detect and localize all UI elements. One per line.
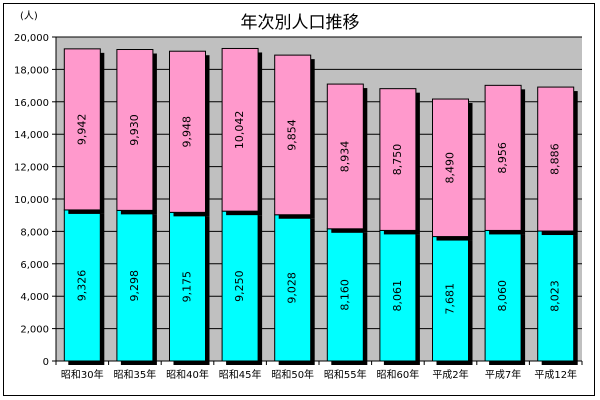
data-label: 9,326 xyxy=(75,270,88,302)
bar-segment xyxy=(432,98,469,238)
bar-segment xyxy=(274,214,312,362)
y-tick-label: 14,000 xyxy=(14,130,49,141)
x-tick-label: 平成2年 xyxy=(432,368,468,381)
x-tick-label: 昭和45年 xyxy=(219,368,262,381)
y-tick-label: 18,000 xyxy=(14,65,49,76)
y-tick-label: 8,000 xyxy=(20,227,49,238)
bar-segment xyxy=(221,47,259,212)
data-label: 9,854 xyxy=(286,119,299,151)
data-label: 8,490 xyxy=(444,152,457,184)
data-label: 9,930 xyxy=(128,114,141,146)
data-label: 8,934 xyxy=(338,141,351,173)
data-label: 10,042 xyxy=(233,111,246,150)
data-label: 9,175 xyxy=(181,271,194,303)
y-tick-label: 4,000 xyxy=(20,292,49,303)
data-label: 8,956 xyxy=(496,142,509,174)
data-label: 8,023 xyxy=(549,280,562,312)
x-tick-label: 平成12年 xyxy=(534,368,577,381)
chart-title: 年次別人口推移 xyxy=(240,13,360,33)
data-label: 8,750 xyxy=(391,144,404,176)
y-tick-label: 2,000 xyxy=(20,325,49,336)
x-tick-label: 昭和40年 xyxy=(166,368,209,381)
y-tick-label: 12,000 xyxy=(14,163,49,174)
x-tick-label: 昭和30年 xyxy=(61,368,104,381)
data-label: 8,160 xyxy=(338,279,351,311)
bar-segment xyxy=(379,88,417,231)
data-label: 8,886 xyxy=(549,143,562,175)
y-tick-label: 6,000 xyxy=(20,260,49,271)
x-tick-label: 昭和50年 xyxy=(271,368,314,381)
bar-segment xyxy=(169,50,206,213)
data-label: 8,060 xyxy=(496,280,509,312)
data-label: 9,250 xyxy=(233,270,246,302)
data-label: 9,948 xyxy=(181,116,194,148)
bar-segment xyxy=(484,84,522,231)
data-label: 8,061 xyxy=(391,280,404,312)
bar-segment xyxy=(169,211,206,362)
x-tick-label: 平成7年 xyxy=(485,368,521,381)
bar-segment xyxy=(326,228,364,362)
data-label: 7,681 xyxy=(444,283,457,315)
y-tick-label: 0 xyxy=(43,357,49,368)
y-unit-label: (人) xyxy=(20,11,38,22)
data-label: 9,028 xyxy=(286,272,299,304)
x-tick-label: 昭和35年 xyxy=(114,368,157,381)
bar-segment xyxy=(63,48,101,211)
y-tick-label: 16,000 xyxy=(14,98,49,109)
y-tick-label: 20,000 xyxy=(14,33,49,44)
x-tick-label: 昭和55年 xyxy=(324,368,367,381)
x-tick-label: 昭和60年 xyxy=(377,368,420,381)
data-label: 9,942 xyxy=(75,114,88,146)
y-tick-label: 10,000 xyxy=(14,195,49,206)
bar-segment xyxy=(326,83,364,230)
data-label: 9,298 xyxy=(128,270,141,302)
bar-segment xyxy=(116,49,154,211)
bar-segment xyxy=(274,54,312,216)
bar-segment xyxy=(537,86,575,232)
bar-segment xyxy=(379,229,417,362)
